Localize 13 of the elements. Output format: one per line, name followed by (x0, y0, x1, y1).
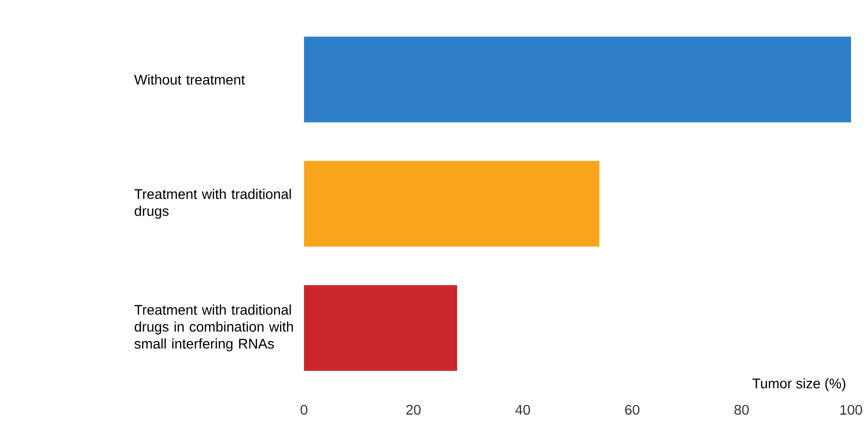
x-tick-label: 0 (300, 404, 308, 415)
bar (304, 36, 852, 122)
x-tick-label: 20 (406, 404, 421, 415)
bar (304, 285, 458, 371)
x-tick-label: 60 (625, 404, 640, 415)
x-tick-label: 100 (840, 404, 862, 415)
y-tick-label: Treatment with traditional drugs in combination with small interfering RNAs (134, 304, 293, 352)
bar (304, 160, 600, 247)
y-tick-label: Treatment with traditional drugs (134, 188, 291, 219)
y-tick-label: Without treatment (134, 74, 245, 85)
x-tick-label: 40 (515, 404, 530, 415)
x-axis-title: Tumor size (%) (752, 378, 846, 392)
x-tick-label: 80 (734, 404, 749, 415)
